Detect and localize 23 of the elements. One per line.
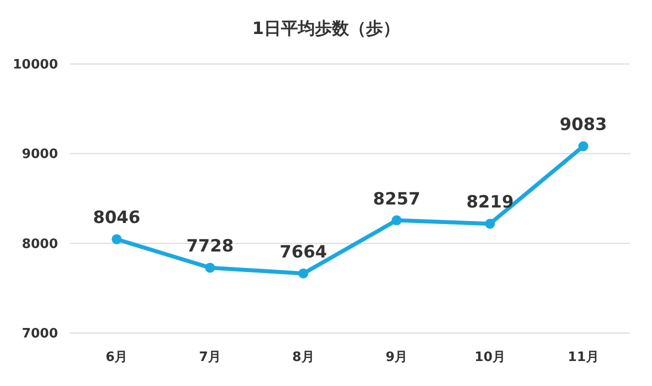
y-tick-label: 10000 xyxy=(12,58,58,73)
chart-title: 1日平均歩数（歩） xyxy=(252,19,400,39)
x-tick-label: 7月 xyxy=(198,350,222,365)
y-tick-label: 9000 xyxy=(22,147,58,162)
x-tick-label: 11月 xyxy=(568,350,599,365)
x-tick-label: 9月 xyxy=(386,350,408,365)
x-tick-label: 10月 xyxy=(474,350,506,365)
data-label: 8219 xyxy=(466,192,514,213)
y-tick-label: 7000 xyxy=(22,326,58,342)
data-label: 8046 xyxy=(93,208,140,228)
point xyxy=(578,141,588,152)
y-tick-label: 8000 xyxy=(22,236,58,252)
point xyxy=(298,268,308,278)
x-tick-label: 8月 xyxy=(292,350,314,365)
point xyxy=(112,234,122,244)
point xyxy=(485,218,495,229)
data-label: 7728 xyxy=(186,236,234,257)
data-label: 9083 xyxy=(560,115,607,136)
data-label: 7664 xyxy=(280,242,328,262)
data-label: 8257 xyxy=(373,189,420,210)
point xyxy=(392,215,402,226)
point xyxy=(205,262,215,273)
x-tick-label: 6月 xyxy=(106,350,128,365)
